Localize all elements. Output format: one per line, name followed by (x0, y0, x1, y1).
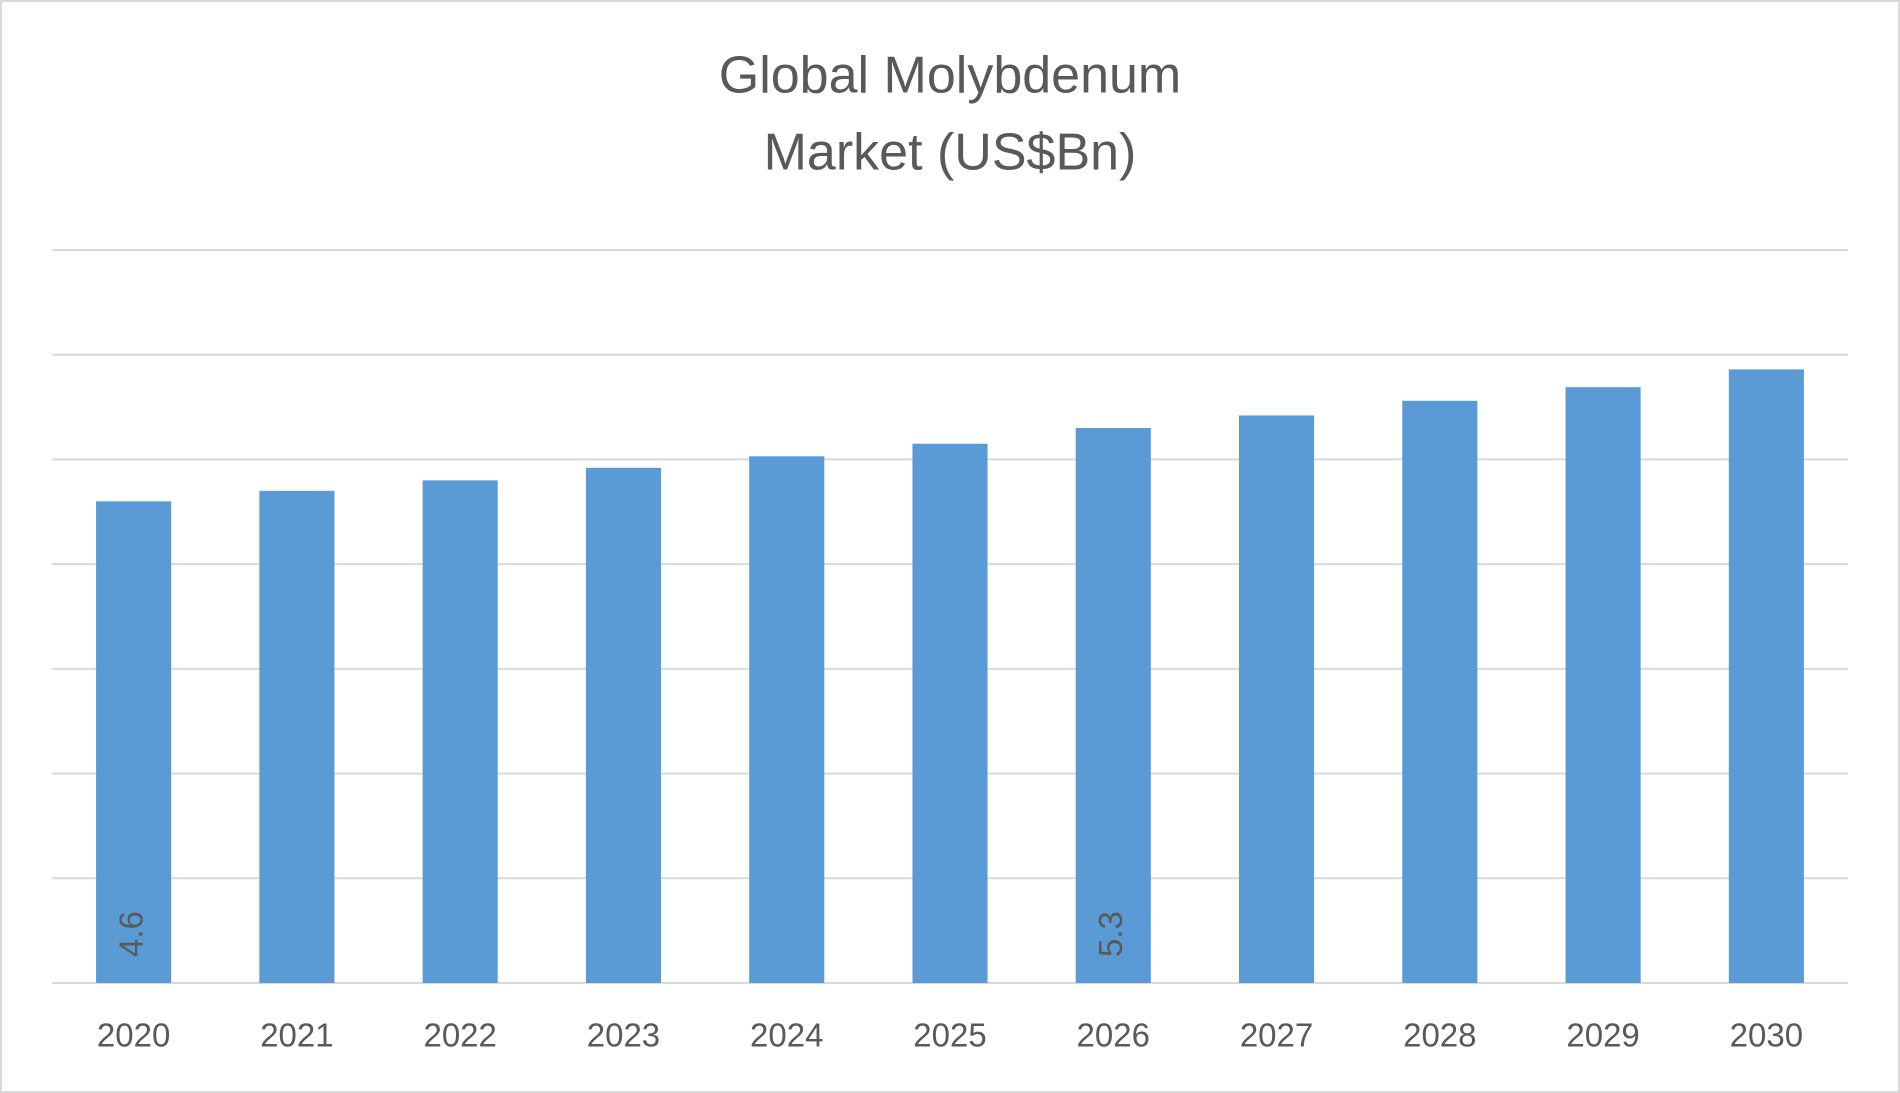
x-tick-label: 2026 (1077, 1017, 1150, 1054)
bar (1402, 400, 1478, 983)
x-tick-label: 2029 (1566, 1017, 1639, 1054)
bar (1238, 415, 1315, 983)
x-tick-label: 2022 (423, 1017, 496, 1054)
bar (1075, 428, 1151, 983)
x-tick-label: 2020 (97, 1017, 170, 1054)
bar (422, 480, 498, 983)
bar (1565, 387, 1641, 983)
x-tick-label: 2027 (1240, 1017, 1313, 1054)
x-tick-label: 2030 (1730, 1017, 1803, 1054)
x-tick-label: 2024 (750, 1017, 823, 1054)
bar (1728, 369, 1804, 984)
bar (749, 456, 825, 984)
x-tick-label: 2028 (1403, 1017, 1476, 1054)
bar (912, 443, 988, 983)
x-tick-label: 2021 (260, 1017, 333, 1054)
bar (96, 501, 172, 983)
chart-title: Global Molybdenum (719, 47, 1181, 105)
data-label: 5.3 (1092, 911, 1129, 957)
bar (259, 490, 335, 983)
bar (585, 467, 662, 983)
x-tick-label: 2023 (587, 1017, 660, 1054)
x-tick-label: 2025 (913, 1017, 986, 1054)
data-label: 4.6 (112, 911, 149, 957)
chart-title: Market (US$Bn) (764, 124, 1137, 182)
